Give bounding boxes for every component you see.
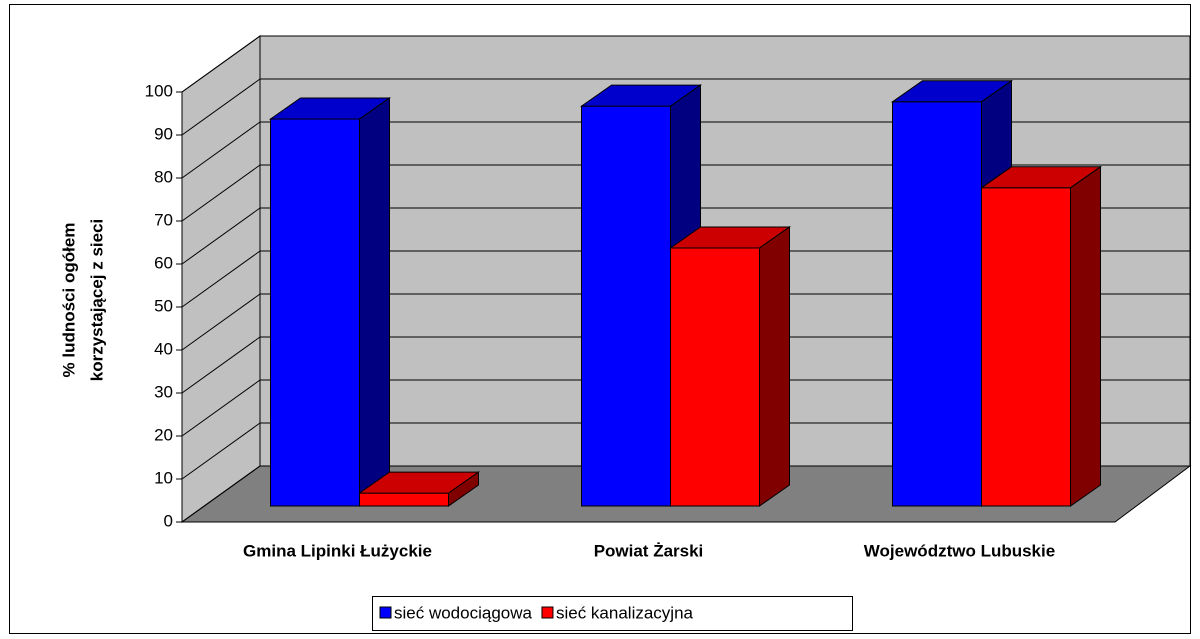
y-axis-title-line: % ludności ogółem [59, 223, 78, 378]
grid-line [181, 336, 261, 394]
x-tick-label: Gmina Lipinki Łużyckie [243, 541, 432, 560]
bar-side [448, 471, 479, 507]
bar-front [581, 105, 671, 507]
bar-front [670, 247, 760, 507]
grid-line [181, 465, 261, 523]
bar [979, 165, 1103, 507]
grid-line [181, 207, 261, 265]
y-tick-label: 0 [164, 511, 173, 530]
grid-line [181, 35, 261, 93]
legend-swatch [379, 606, 392, 619]
legend-label: sieć wodociągowa [394, 603, 533, 622]
y-tick-label: 60 [154, 253, 173, 272]
bar-side [1070, 165, 1101, 507]
bar-front [359, 492, 449, 507]
grid-line [181, 379, 261, 437]
bar [268, 97, 392, 507]
bar [357, 471, 481, 507]
x-tick-label: Województwo Lubuskie [864, 541, 1055, 560]
y-tick-label: 30 [154, 382, 173, 401]
legend-label: sieć kanalizacyjna [556, 603, 694, 622]
legend-swatch [541, 606, 554, 619]
x-tick-label: Powiat Żarski [594, 541, 704, 560]
bar-front [270, 118, 360, 507]
bar-front [892, 101, 982, 507]
grid-line [181, 164, 261, 222]
grid-line [181, 78, 261, 136]
y-tick-label: 40 [154, 339, 173, 358]
y-tick-label: 80 [154, 167, 173, 186]
y-tick-label: 50 [154, 296, 173, 315]
grid-line [181, 250, 261, 308]
grid-line [181, 422, 261, 480]
y-axis-title: % ludności ogółem korzystającej z sieci [59, 219, 106, 382]
grid-line [181, 293, 261, 351]
y-tick-label: 20 [154, 425, 173, 444]
bar-front [981, 187, 1071, 507]
bar-side [359, 97, 390, 507]
legend: sieć wodociągowa sieć kanalizacyjna [372, 596, 853, 631]
y-tick-label: 100 [145, 81, 173, 100]
bar-side [759, 226, 790, 507]
legend-box [372, 596, 853, 631]
y-tick-label: 10 [154, 468, 173, 487]
bar [668, 226, 792, 507]
y-tick-label: 90 [154, 124, 173, 143]
y-tick-label: 70 [154, 210, 173, 229]
y-axis-title-line: korzystającej z sieci [87, 219, 106, 382]
grid-line [181, 121, 261, 179]
